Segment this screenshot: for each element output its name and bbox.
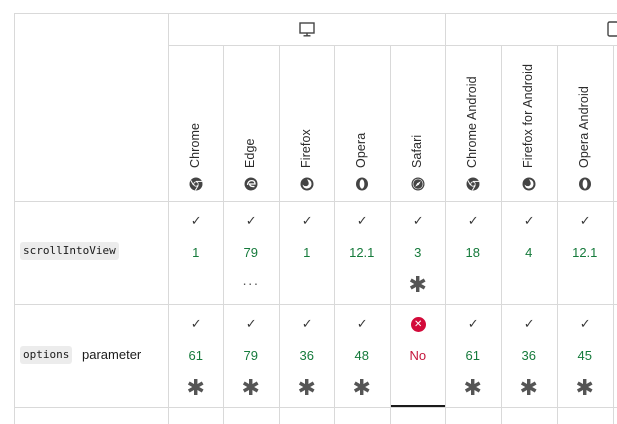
version-label: 12.1 [572,245,598,260]
version-label: 36 [521,348,536,363]
version-label: 61 [465,348,480,363]
column-border [334,45,335,424]
header-bottom-border [14,201,617,202]
check-icon: ✓ [579,316,591,331]
version-label: 79 [243,348,258,363]
note-asterisk-icon: ✱ [297,376,316,401]
browser-name: Firefox [298,129,313,168]
table-top-border [14,13,617,14]
check-icon: ✓ [245,316,257,331]
row-divider-bottom [14,407,617,408]
version-label: 18 [465,245,480,260]
version-label: 45 [577,348,592,363]
safari-icon [411,177,425,191]
chrome-icon [189,177,203,191]
note-asterisk-icon: ✱ [186,376,205,401]
note-asterisk-icon: ✱ [463,376,482,401]
chrome-icon [466,177,480,191]
column-border [223,45,224,424]
mobile-phone-icon [607,21,617,37]
version-label: 48 [354,348,369,363]
column-border [445,13,446,424]
version-label: 1 [192,245,200,260]
feature-name-options[interactable]: options [20,346,73,364]
note-asterisk-icon: ✱ [519,376,538,401]
check-icon: ✓ [523,316,535,331]
cross-icon: ✕ [410,317,426,332]
version-label: 79 [243,245,258,260]
check-icon: ✓ [301,213,313,228]
note-asterisk-icon: ✱ [241,376,260,401]
feature-name-suffix: parameter [82,347,142,362]
check-icon: ✓ [523,213,535,228]
version-label: 4 [525,245,533,260]
platform-row-border [168,45,617,46]
more-info-icon[interactable]: ··· [242,275,260,291]
version-label: No [409,348,427,363]
check-icon: ✓ [190,213,202,228]
column-border [168,13,169,424]
table-left-border [14,13,15,424]
check-icon: ✓ [190,316,202,331]
check-icon: ✓ [301,316,313,331]
version-label: 61 [188,348,203,363]
opera-icon [578,177,592,191]
feature-name-scrollintoview[interactable]: scrollIntoView [20,242,119,260]
browser-name: Opera [353,132,368,168]
browser-name: Edge [242,138,257,168]
version-label: 3 [414,245,422,260]
opera-icon [355,177,369,191]
browser-name: Firefox for Android [520,63,535,168]
desktop-monitor-icon [299,22,315,37]
check-icon: ✓ [356,213,368,228]
column-border [390,45,391,424]
column-border [279,45,280,424]
column-border [501,45,502,424]
note-asterisk-icon: ✱ [408,273,427,298]
browser-name: Chrome Android [464,76,479,168]
browser-name: Safari [409,134,424,168]
version-label: 1 [303,245,311,260]
check-icon: ✓ [467,316,479,331]
check-icon: ✓ [467,213,479,228]
selected-cell-indicator [391,405,445,407]
browser-name: Opera Android [576,86,591,168]
firefox-icon [300,177,314,191]
edge-icon [244,177,258,191]
browser-name: Chrome [187,122,202,168]
check-icon: ✓ [245,213,257,228]
check-icon: ✓ [356,316,368,331]
column-border [557,45,558,424]
version-label: 36 [299,348,314,363]
check-icon: ✓ [412,213,424,228]
note-asterisk-icon: ✱ [575,376,594,401]
column-border [613,45,614,424]
check-icon: ✓ [579,213,591,228]
row-divider [14,304,617,305]
version-label: 12.1 [349,245,375,260]
firefox-icon [522,177,536,191]
note-asterisk-icon: ✱ [352,376,371,401]
